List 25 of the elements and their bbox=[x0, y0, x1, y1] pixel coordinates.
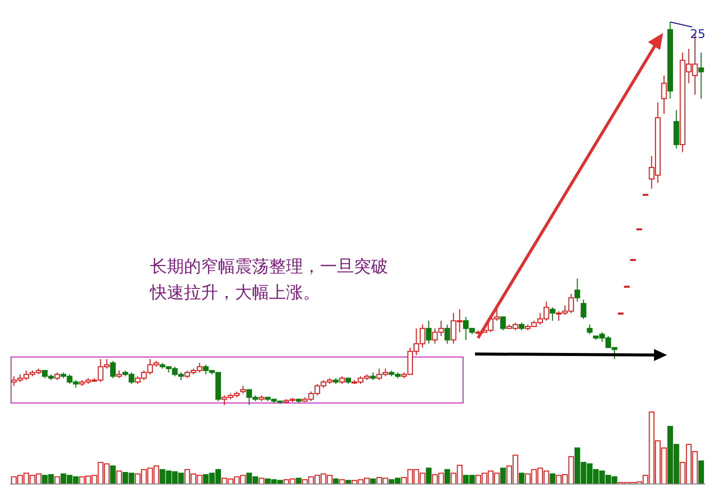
bar bbox=[339, 479, 345, 484]
candlestick bbox=[580, 299, 586, 320]
annotation: 快速拉升，大幅上涨。 bbox=[149, 283, 320, 303]
candlestick bbox=[574, 278, 580, 302]
bar bbox=[258, 478, 264, 484]
candlestick bbox=[550, 306, 556, 322]
bar bbox=[370, 478, 376, 484]
bar bbox=[518, 472, 524, 484]
candlestick bbox=[586, 324, 593, 335]
candlestick bbox=[426, 320, 432, 344]
candlestick bbox=[674, 110, 680, 149]
bar bbox=[444, 469, 450, 484]
annotation: 长期的窄幅震荡整理，一旦突破 bbox=[150, 257, 388, 277]
bar bbox=[116, 470, 122, 484]
candlestick bbox=[110, 360, 116, 379]
candlestick bbox=[500, 316, 506, 331]
candlestick bbox=[444, 324, 450, 344]
bar bbox=[500, 468, 506, 484]
candlestick bbox=[661, 75, 667, 114]
bar bbox=[426, 468, 432, 484]
candlestick bbox=[698, 52, 704, 100]
bar bbox=[550, 473, 556, 484]
bar bbox=[110, 466, 116, 484]
bar bbox=[698, 460, 704, 484]
annotation: 25 bbox=[690, 27, 706, 41]
